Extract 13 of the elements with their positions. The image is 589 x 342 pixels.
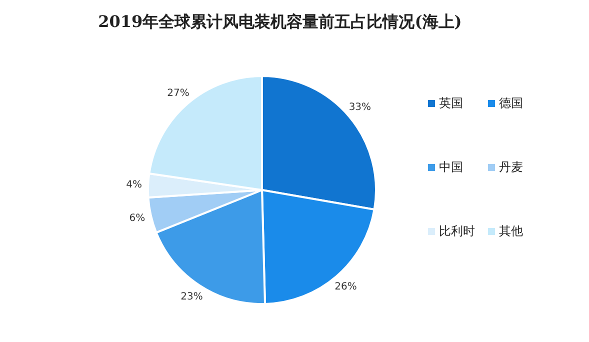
- data-label: 6%: [129, 213, 146, 224]
- legend-label: 比利时: [439, 223, 475, 240]
- data-label: 4%: [126, 180, 142, 191]
- legend-label: 中国: [439, 159, 463, 176]
- legend-label: 英国: [439, 95, 463, 112]
- legend-label: 丹麦: [499, 159, 523, 176]
- legend-label: 德国: [499, 95, 523, 112]
- legend-label: 其他: [499, 223, 523, 240]
- data-label: 33%: [348, 102, 372, 114]
- data-label: 23%: [180, 292, 203, 303]
- data-label: 27%: [167, 88, 190, 99]
- chart-title: 2019年全球累计风电装机容量前五占比情况(海上): [97, 12, 463, 33]
- data-label: 26%: [334, 281, 357, 292]
